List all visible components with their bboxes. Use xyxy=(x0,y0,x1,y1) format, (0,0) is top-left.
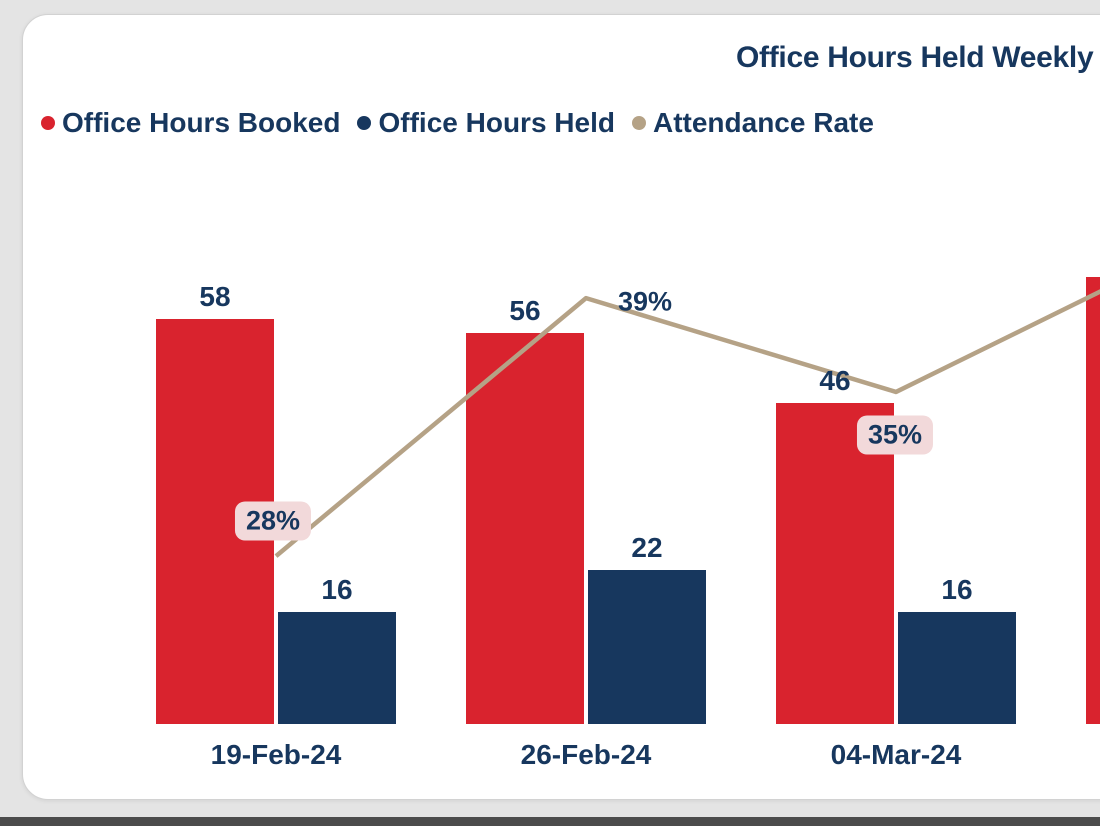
bar-office-hours-held[interactable] xyxy=(278,612,396,724)
attendance-rate-label: 39% xyxy=(617,286,673,317)
bar-office-hours-held[interactable] xyxy=(588,570,706,724)
bar-office-hours-held[interactable] xyxy=(898,612,1016,724)
legend-label-rate: Attendance Rate xyxy=(652,107,874,138)
bar-office-hours-booked[interactable] xyxy=(1086,277,1100,724)
legend-dot-booked-icon xyxy=(41,116,55,130)
bottom-strip xyxy=(0,817,1100,826)
legend-label-held: Office Hours Held xyxy=(378,107,615,138)
attendance-rate-label: 35% xyxy=(856,415,934,455)
bar-value-label: 16 xyxy=(941,574,973,606)
legend-dot-rate-icon xyxy=(631,116,646,130)
x-axis-label: 19-Feb-24 xyxy=(210,739,342,770)
chart-title: Office Hours Held Weekly xyxy=(736,41,1094,74)
legend-dot-held-icon xyxy=(357,116,372,130)
attendance-rate-polyline[interactable] xyxy=(274,240,1100,558)
x-axis-label: 26-Feb-24 xyxy=(520,739,652,770)
attendance-rate-label: 28% xyxy=(234,501,312,541)
chart-legend: Office Hours Booked Office Hours Held At… xyxy=(41,107,874,139)
bar-value-label: 46 xyxy=(819,364,851,396)
x-axis-label: 04-Mar-24 xyxy=(830,739,962,770)
legend-item-office-hours-held[interactable]: Office Hours Held xyxy=(357,107,615,139)
legend-item-office-hours-booked[interactable]: Office Hours Booked xyxy=(41,107,340,139)
legend-label-booked: Office Hours Booked xyxy=(62,107,341,138)
chart-card: Office Hours Held Weekly Office Hours Bo… xyxy=(22,14,1100,800)
bar-value-label: 58 xyxy=(199,281,231,313)
bar-value-label: 16 xyxy=(321,574,353,606)
legend-item-attendance-rate[interactable]: Attendance Rate xyxy=(631,107,874,139)
bar-office-hours-booked[interactable] xyxy=(466,333,584,724)
bar-value-label: 22 xyxy=(631,532,663,564)
bar-value-label: 56 xyxy=(509,295,541,327)
plot-area: 58 16 19-Feb-24 56 22 26-Feb-24 46 16 04-Mar-24 2… xyxy=(23,15,1100,799)
